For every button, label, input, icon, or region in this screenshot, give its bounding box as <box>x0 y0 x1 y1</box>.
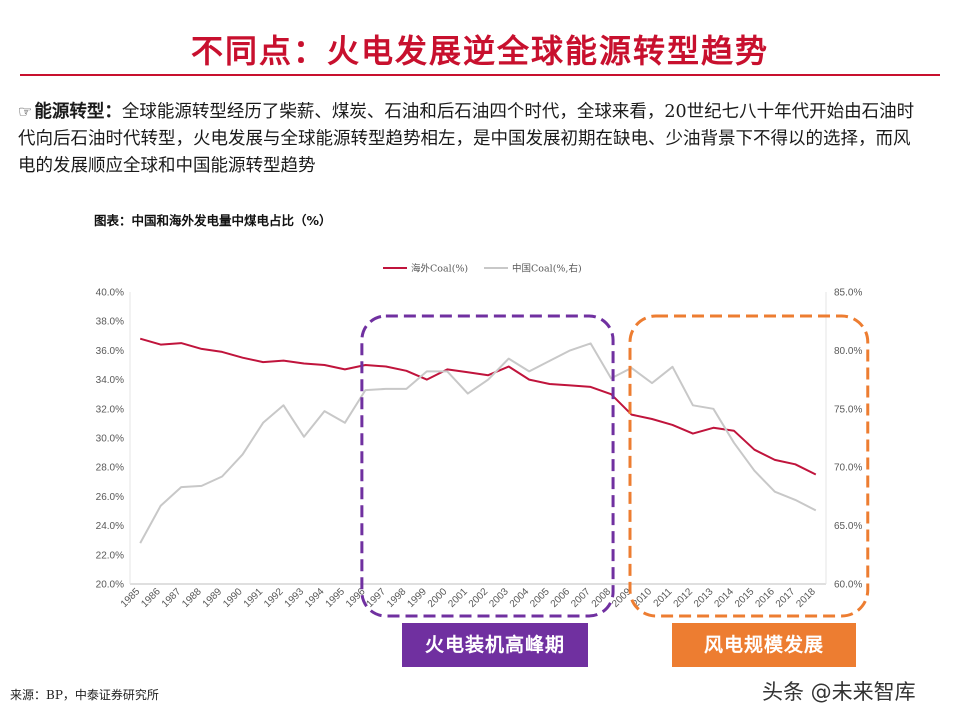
x-axis-tick: 2002 <box>467 586 491 610</box>
wind-growth-box <box>628 314 870 618</box>
right-axis-tick: 85.0% <box>834 288 862 299</box>
left-axis-tick: 38.0% <box>96 317 124 328</box>
left-axis-tick: 34.0% <box>96 375 124 386</box>
intro-lead: 能源转型： <box>34 102 122 122</box>
left-axis-tick: 24.0% <box>96 521 124 532</box>
x-axis-tick: 2013 <box>692 586 716 610</box>
china-coal-line <box>139 342 817 544</box>
intro-paragraph: ☞ 能源转型：全球能源转型经历了柴薪、煤炭、石油和后石油四个时代，全球来看，20世… <box>18 98 918 180</box>
x-axis-tick: 2003 <box>487 586 511 610</box>
x-axis-tick: 1990 <box>221 586 245 610</box>
left-axis-tick: 30.0% <box>96 434 124 445</box>
left-axis-tick: 26.0% <box>96 492 124 503</box>
intro-text: 全球能源转型经历了柴薪、煤炭、石油和后石油四个时代，全球来看，20世纪七八十年代… <box>18 102 915 176</box>
slide-title: 不同点：火电发展逆全球能源转型趋势 <box>190 32 769 70</box>
x-axis-tick: 2011 <box>652 586 675 609</box>
x-axis-tick: 1989 <box>201 586 225 610</box>
x-axis-tick: 2005 <box>528 586 552 610</box>
x-axis-tick: 2017 <box>774 586 798 610</box>
legend-china-label: 中国Coal(%,右) <box>512 263 582 275</box>
x-axis-tick: 2000 <box>426 586 450 610</box>
overseas-coal-line <box>139 337 817 476</box>
pointing-hand-icon: ☞ <box>18 102 33 121</box>
x-axis-tick: 1986 <box>139 586 163 610</box>
left-axis-tick: 20.0% <box>96 580 124 591</box>
x-axis-tick: 1994 <box>303 586 327 610</box>
title-divider <box>20 74 940 76</box>
right-axis-tick: 65.0% <box>834 521 862 532</box>
x-axis-tick: 1999 <box>405 586 429 610</box>
x-axis-tick: 2012 <box>672 586 696 610</box>
watermark: 头条 @未来智库 <box>762 680 916 704</box>
x-axis-tick: 1995 <box>324 586 348 610</box>
x-axis-tick: 1991 <box>242 586 266 610</box>
x-axis-tick: 2015 <box>733 586 757 610</box>
right-axis-tick: 70.0% <box>834 463 862 474</box>
x-axis-tick: 2006 <box>549 586 573 610</box>
x-axis-tick: 2004 <box>508 586 532 610</box>
legend-overseas-label: 海外Coal(%) <box>411 263 468 275</box>
x-axis-tick: 1998 <box>385 586 409 610</box>
right-axis-tick: 60.0% <box>834 580 862 591</box>
left-axis-tick: 36.0% <box>96 346 124 357</box>
right-axis-tick: 80.0% <box>834 346 862 357</box>
x-axis-tick: 2001 <box>446 586 470 610</box>
source-note: 来源：BP，中泰证券研究所 <box>10 688 159 702</box>
thermal-peak-label: 火电装机高峰期 <box>402 623 588 667</box>
x-axis-tick: 1996 <box>344 586 368 610</box>
left-axis-tick: 22.0% <box>96 550 124 561</box>
x-axis-tick: 2007 <box>569 586 593 610</box>
x-axis-tick: 1993 <box>283 586 307 610</box>
left-axis-tick: 40.0% <box>96 288 124 299</box>
wind-growth-label: 风电规模发展 <box>672 623 856 667</box>
x-axis-tick: 1992 <box>262 586 286 610</box>
right-axis-tick: 75.0% <box>834 404 862 415</box>
left-axis-tick: 32.0% <box>96 404 124 415</box>
x-axis-tick: 2016 <box>753 586 777 610</box>
x-axis-tick: 2018 <box>794 586 818 610</box>
left-axis-tick: 28.0% <box>96 463 124 474</box>
figure-caption: 图表：中国和海外发电量中煤电占比（%） <box>94 213 332 228</box>
x-axis-tick: 1997 <box>364 586 388 610</box>
x-axis-tick: 1988 <box>180 586 204 610</box>
x-axis-tick: 2014 <box>712 586 736 610</box>
x-axis-tick: 1987 <box>160 586 184 610</box>
thermal-peak-box <box>360 314 615 618</box>
